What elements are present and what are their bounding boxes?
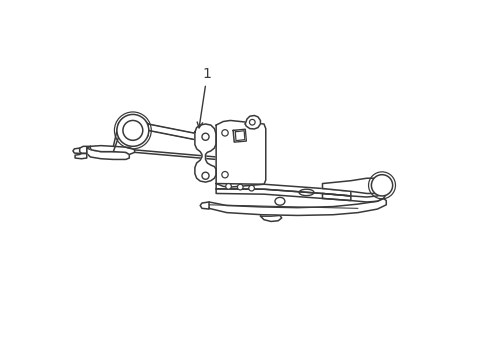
Polygon shape [195,124,216,182]
Polygon shape [75,153,86,159]
Circle shape [237,184,243,190]
Polygon shape [148,124,216,144]
Polygon shape [322,178,386,193]
Circle shape [225,184,231,189]
Polygon shape [119,116,148,143]
Polygon shape [244,116,260,129]
Circle shape [222,171,228,178]
Circle shape [248,185,254,191]
Circle shape [202,172,209,179]
Polygon shape [216,121,265,187]
Polygon shape [216,184,350,196]
Polygon shape [233,129,246,142]
Polygon shape [90,145,134,154]
Circle shape [117,114,148,146]
Circle shape [249,120,255,125]
Polygon shape [80,146,90,153]
Circle shape [222,130,228,136]
Polygon shape [235,131,244,141]
Text: 1: 1 [197,67,211,128]
Polygon shape [209,198,386,215]
Polygon shape [322,192,386,202]
Polygon shape [86,148,129,159]
Polygon shape [260,215,281,221]
Circle shape [202,133,209,140]
Circle shape [370,175,392,196]
Polygon shape [216,189,350,201]
Circle shape [122,121,142,140]
